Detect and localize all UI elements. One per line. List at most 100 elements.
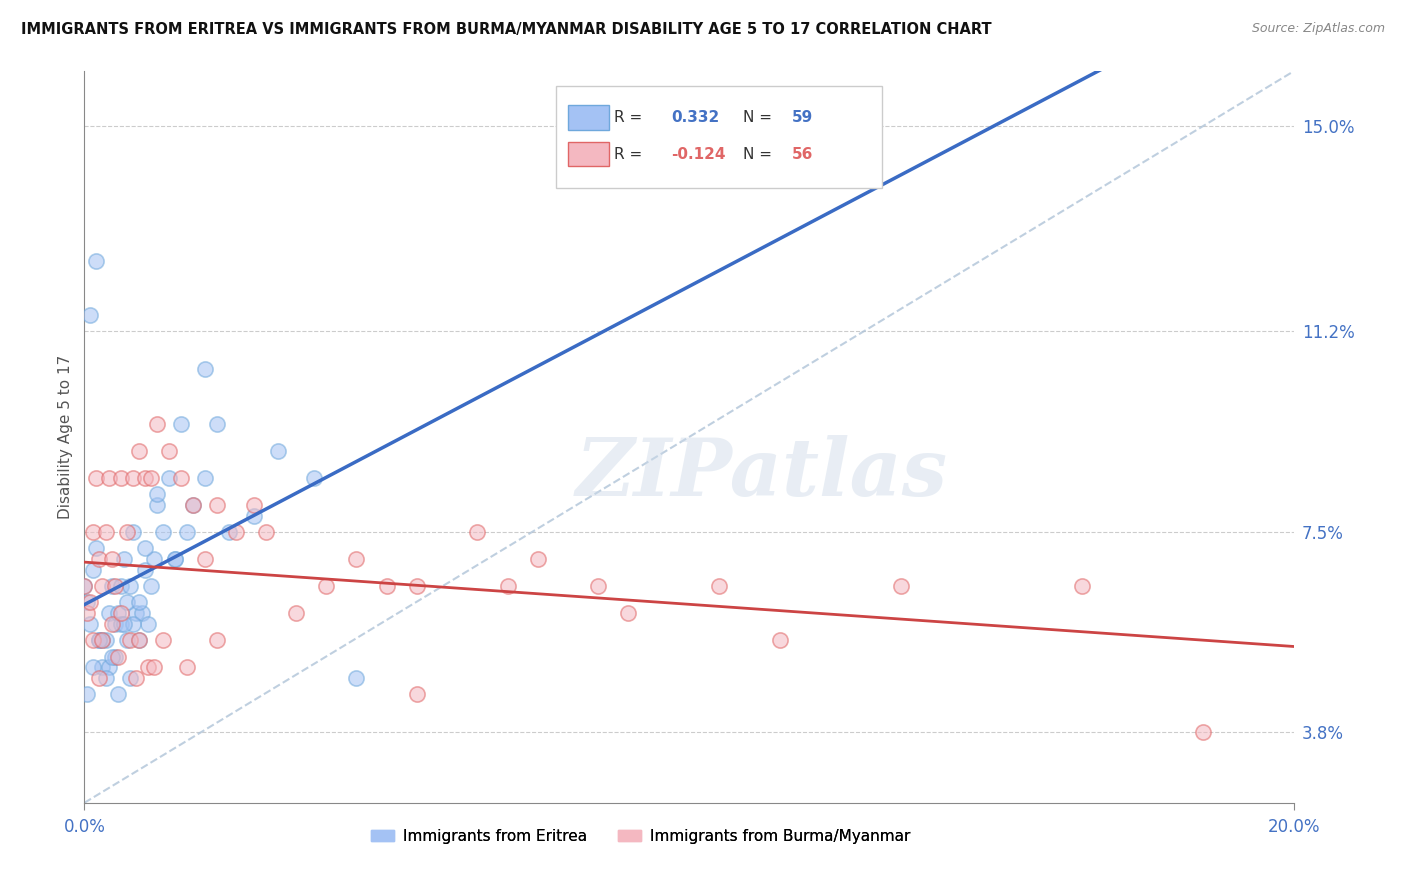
Point <box>146 487 169 501</box>
FancyBboxPatch shape <box>555 86 883 188</box>
Point <box>136 660 159 674</box>
Text: -0.124: -0.124 <box>671 146 725 161</box>
Point <box>82 563 104 577</box>
Point <box>128 633 150 648</box>
Point <box>346 671 368 685</box>
Text: R =: R = <box>614 110 647 125</box>
Point <box>91 633 114 648</box>
Point <box>100 649 122 664</box>
Point <box>121 617 143 632</box>
Point <box>94 671 117 685</box>
Point <box>82 633 104 648</box>
Point <box>125 606 148 620</box>
Point <box>496 579 519 593</box>
Point <box>107 606 129 620</box>
Point <box>207 417 229 431</box>
Point <box>207 498 229 512</box>
Point <box>176 524 198 539</box>
Point <box>86 254 108 268</box>
Point <box>97 471 120 485</box>
Point <box>91 660 114 674</box>
Point <box>315 579 337 593</box>
Point <box>302 471 325 485</box>
Point <box>107 688 129 702</box>
Point <box>194 362 217 376</box>
Point <box>242 498 264 512</box>
Point <box>110 471 132 485</box>
Point <box>170 417 193 431</box>
Point <box>165 552 187 566</box>
Point <box>225 524 247 539</box>
Text: 56: 56 <box>792 146 813 161</box>
Point <box>82 660 104 674</box>
Point <box>769 633 792 648</box>
Point <box>89 671 111 685</box>
Point <box>104 617 127 632</box>
Point <box>152 633 174 648</box>
Point <box>152 524 174 539</box>
Point <box>115 595 138 609</box>
Point <box>76 606 98 620</box>
Point <box>890 579 912 593</box>
Point <box>218 524 240 539</box>
Point <box>242 508 264 523</box>
Point <box>100 552 122 566</box>
FancyBboxPatch shape <box>568 105 609 130</box>
Point <box>139 471 162 485</box>
Point <box>157 443 180 458</box>
Point <box>97 606 120 620</box>
Point <box>617 606 640 620</box>
Point <box>110 606 132 620</box>
Point <box>146 417 169 431</box>
Point <box>131 606 153 620</box>
Point <box>128 595 150 609</box>
Point <box>118 633 141 648</box>
Point <box>110 617 132 632</box>
Point <box>181 498 204 512</box>
Point <box>94 633 117 648</box>
Y-axis label: Disability Age 5 to 17: Disability Age 5 to 17 <box>58 355 73 519</box>
Text: R =: R = <box>614 146 647 161</box>
Point <box>157 471 180 485</box>
Text: 0.332: 0.332 <box>671 110 718 125</box>
Point <box>76 688 98 702</box>
Text: N =: N = <box>744 146 778 161</box>
Point <box>176 660 198 674</box>
FancyBboxPatch shape <box>568 142 609 167</box>
Point <box>91 633 114 648</box>
Point <box>104 649 127 664</box>
Point <box>91 579 114 593</box>
Point <box>467 524 489 539</box>
Point <box>1192 725 1215 739</box>
Point <box>118 579 141 593</box>
Point <box>588 579 610 593</box>
Text: ZIPatlas: ZIPatlas <box>575 435 948 512</box>
Point <box>94 524 117 539</box>
Point <box>125 671 148 685</box>
Point <box>121 471 143 485</box>
Point <box>82 524 104 539</box>
Point <box>73 579 96 593</box>
Point <box>104 579 127 593</box>
Point <box>89 552 111 566</box>
Point <box>346 552 368 566</box>
Point <box>86 471 108 485</box>
Point <box>134 541 156 556</box>
Point <box>134 563 156 577</box>
Point <box>86 541 108 556</box>
Point <box>121 524 143 539</box>
Point <box>79 595 101 609</box>
Point <box>194 552 217 566</box>
Point <box>73 579 96 593</box>
Point <box>112 552 135 566</box>
Point <box>115 524 138 539</box>
Point <box>406 688 429 702</box>
Point <box>128 633 150 648</box>
Point <box>165 552 187 566</box>
Point <box>285 606 308 620</box>
Point <box>254 524 277 539</box>
Point <box>128 443 150 458</box>
Point <box>79 617 101 632</box>
Point <box>76 595 98 609</box>
Point <box>110 579 132 593</box>
